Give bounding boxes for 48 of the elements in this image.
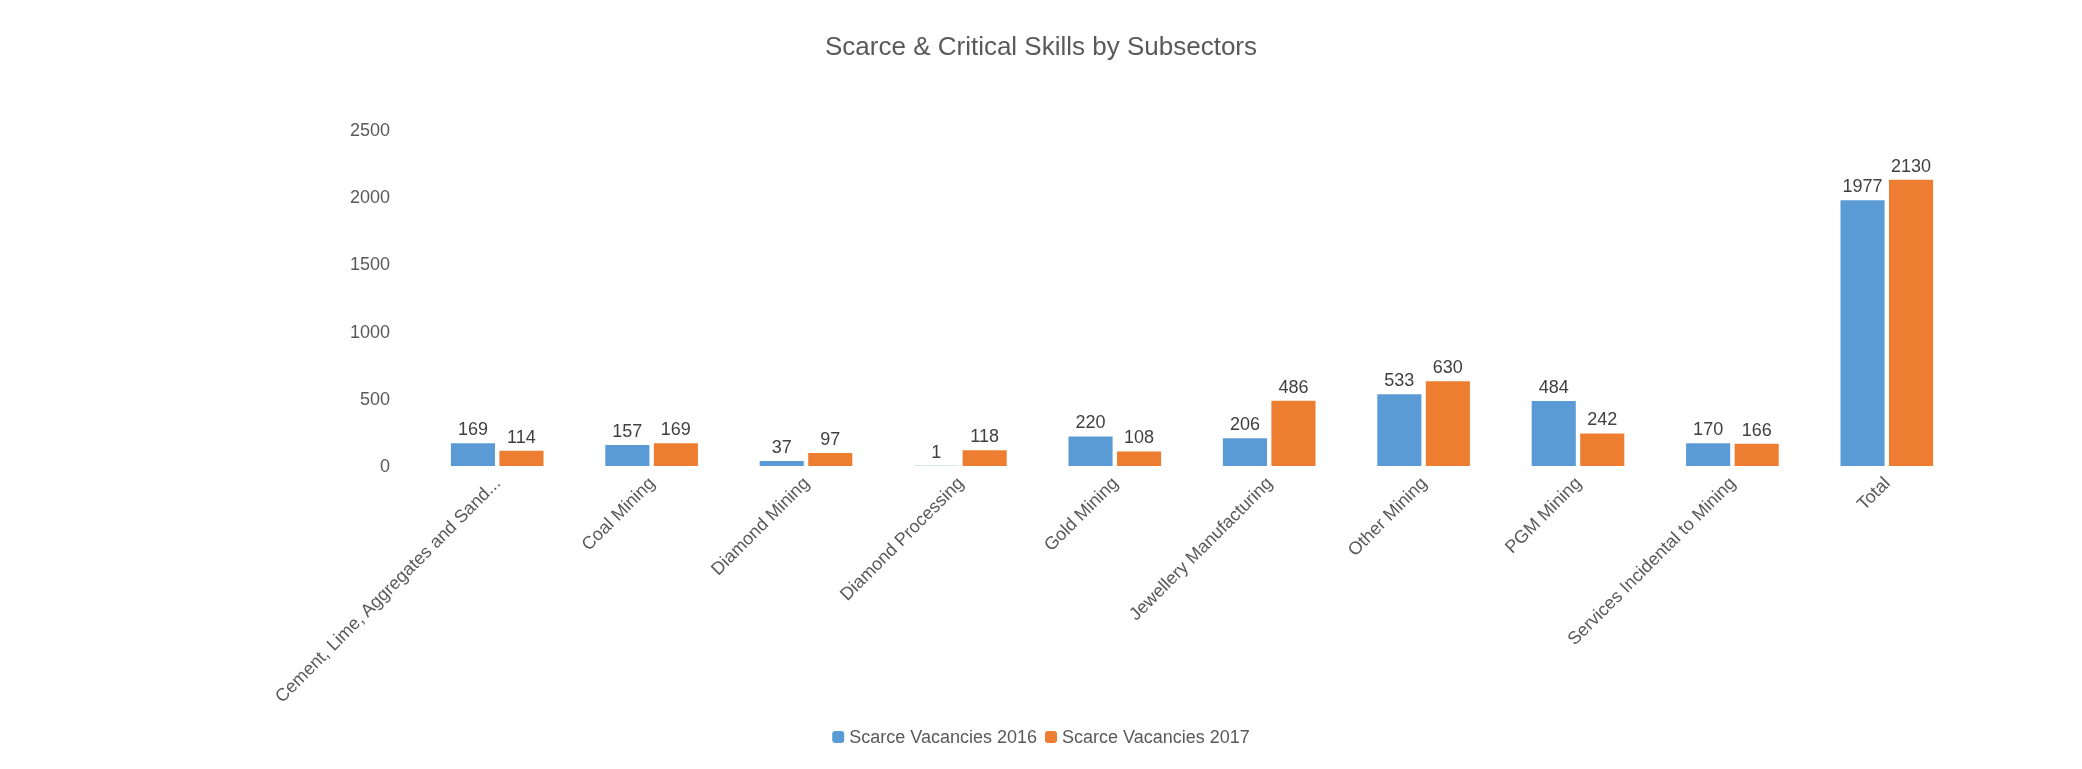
- data-label: 220: [1075, 412, 1106, 433]
- data-label: 1: [931, 441, 942, 462]
- bar: [1840, 200, 1885, 466]
- bar: [1425, 381, 1470, 466]
- data-label: 533: [1384, 370, 1415, 391]
- data-label: 108: [1124, 427, 1155, 448]
- y-tick-label: 1500: [349, 254, 390, 275]
- data-label: 2130: [1891, 155, 1932, 176]
- data-label: 37: [771, 437, 792, 458]
- data-label: 484: [1538, 376, 1569, 397]
- bar: [499, 450, 544, 466]
- y-tick-label: 2000: [349, 187, 390, 208]
- data-label: 97: [820, 428, 841, 449]
- data-label: 1977: [1842, 176, 1883, 197]
- bar: [808, 452, 853, 466]
- data-label: 170: [1693, 419, 1724, 440]
- bar: [1889, 179, 1934, 466]
- y-tick-label: 1000: [349, 321, 390, 342]
- bar: [1271, 400, 1316, 466]
- bar: [759, 461, 804, 466]
- bar: [653, 443, 698, 466]
- legend-label: Scarce Vacancies 2016: [849, 727, 1037, 747]
- data-label: 242: [1587, 409, 1618, 430]
- bar: [1531, 400, 1576, 466]
- data-label: 206: [1229, 414, 1260, 435]
- bar: [450, 443, 495, 466]
- bar: [1377, 394, 1422, 466]
- data-label: 118: [970, 426, 1000, 447]
- y-tick-label: 0: [379, 456, 390, 476]
- bar: [962, 450, 1007, 466]
- bar: [1686, 443, 1731, 466]
- bar: [1117, 451, 1162, 466]
- bar: [1734, 443, 1779, 466]
- y-tick-label: 500: [359, 388, 390, 409]
- data-label: 157: [612, 420, 643, 441]
- data-label: 630: [1432, 357, 1463, 378]
- y-tick-label: 2500: [349, 120, 390, 140]
- bar: [1222, 438, 1267, 466]
- data-label: 486: [1278, 376, 1309, 397]
- bar: [605, 444, 650, 466]
- data-label: 169: [660, 419, 691, 440]
- chart-title: Scarce & Critical Skills by Subsectors: [824, 31, 1258, 61]
- data-label: 166: [1741, 419, 1772, 440]
- data-label: 114: [507, 426, 536, 447]
- data-label: 169: [457, 419, 488, 440]
- legend-label: Scarce Vacancies 2017: [1062, 727, 1250, 747]
- bar: [1068, 436, 1113, 466]
- bar: [1580, 433, 1625, 466]
